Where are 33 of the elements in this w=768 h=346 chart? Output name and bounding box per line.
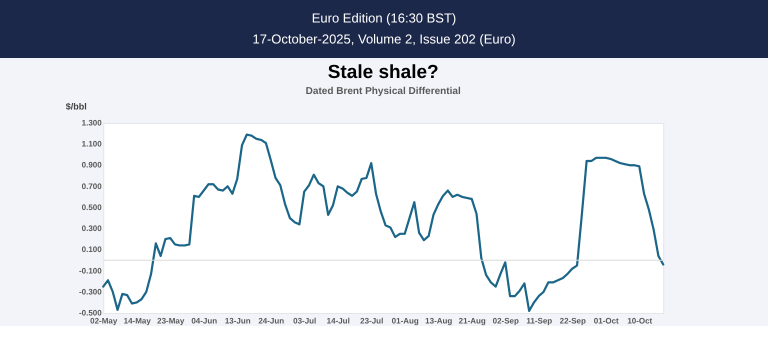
- y-tick-label: 1.300: [82, 118, 102, 128]
- y-tick-label: -0.300: [79, 287, 102, 296]
- x-tick-label: 01-Aug: [392, 316, 419, 326]
- chart-subtitle: Dated Brent Physical Differential: [306, 86, 461, 97]
- x-tick-label: 02-May: [90, 316, 118, 326]
- y-tick-label: -0.500: [79, 308, 102, 318]
- x-tick-label: 10-Oct: [627, 316, 653, 326]
- x-tick-label: 03-Jul: [293, 316, 316, 326]
- x-tick-label: 11-Sep: [526, 316, 552, 326]
- line-series: [102, 134, 664, 312]
- y-axis-title: $/bbl: [66, 102, 87, 112]
- x-tick-label: 13-Jun: [224, 316, 251, 326]
- chart-title: Stale shale?: [328, 62, 439, 83]
- x-tick-label: 14-May: [124, 316, 152, 326]
- text: Euro Edition (16:30 BST): [312, 10, 456, 26]
- x-tick-label: 23-May: [157, 316, 185, 326]
- text: 17-October-2025, Volume 2, Issue 202 (Euro): [252, 31, 516, 46]
- y-tick-label: 0.900: [82, 160, 102, 170]
- x-tick-label: 24-Jun: [258, 316, 284, 326]
- x-tick-label: 23-Jul: [360, 316, 384, 326]
- y-tick-label: 0.100: [82, 245, 102, 254]
- x-tick-label: 04-Jun: [191, 316, 218, 326]
- y-tick-label: 1.100: [82, 140, 102, 149]
- x-tick-label: 21-Aug: [458, 316, 486, 326]
- x-tick-label: 02-Sep: [492, 316, 519, 326]
- y-tick-label: -0.100: [79, 266, 102, 276]
- y-tick-label: 0.300: [82, 224, 102, 234]
- y-tick-label: 0.500: [82, 202, 102, 212]
- x-tick-label: 22-Sep: [560, 316, 586, 326]
- x-tick-label: 01-Oct: [594, 316, 620, 326]
- x-tick-label: 14-Jul: [326, 316, 350, 326]
- y-tick-label: 0.700: [82, 182, 102, 191]
- x-tick-label: 13-Aug: [425, 316, 452, 326]
